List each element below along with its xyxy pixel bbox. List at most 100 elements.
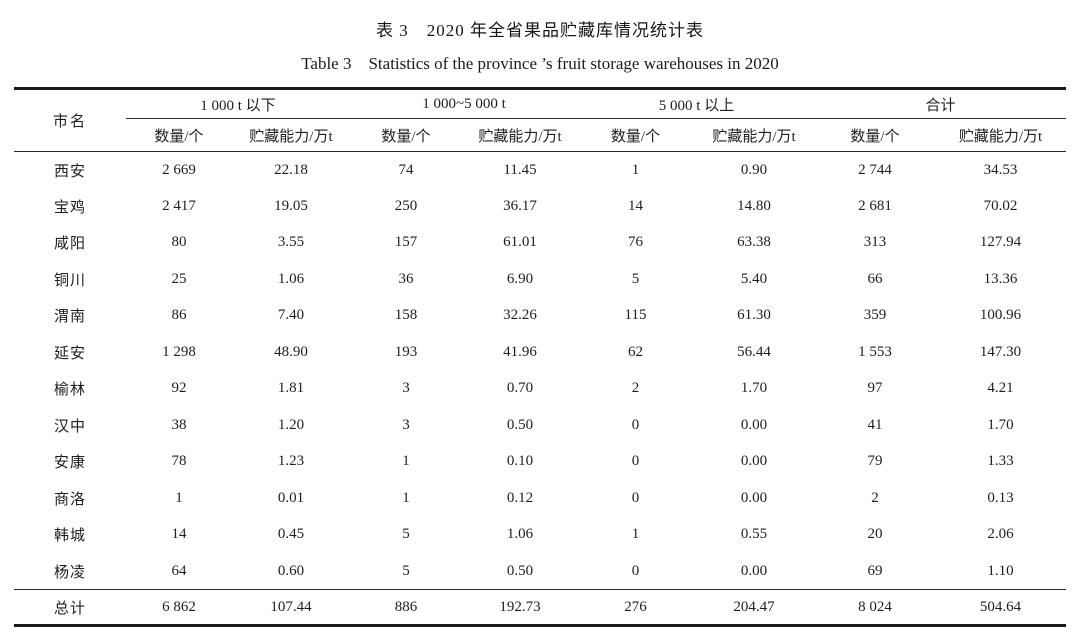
data-cell: 34.53 [983,161,1018,178]
data-cell: 158 [394,307,418,324]
data-cell: 14.80 [737,197,771,214]
group-header-1000-5000t: 1 000~5 000 t [349,88,578,119]
data-cell: 5.40 [740,270,768,287]
data-cell: 74 [398,161,414,178]
column-header-quantity: 数量/个 [125,118,232,152]
fruit-storage-table: 市名 1 000 t 以下 1 000~5 000 t 5 000 t 以上 合… [13,87,1067,627]
data-cell: 193 [394,343,418,360]
data-cell: 115 [624,307,647,324]
data-cell: 32.26 [503,307,537,324]
column-header-capacity: 贮藏能力/万t [935,118,1067,152]
column-header-quantity: 数量/个 [578,118,693,152]
data-cell: 61.01 [503,234,537,251]
data-cell: 2 669 [162,161,196,178]
data-cell: 1.06 [277,270,305,287]
data-cell: 78 [171,453,187,470]
table-caption-en: Table 3 Statistics of the province ’s fr… [301,54,779,73]
data-cell: 41 [867,416,883,433]
table-row: 渭南 86 7.40 158 32.26 115 61.30 359 100.96 [14,298,1066,335]
column-header-city: 市名 [13,88,126,152]
data-cell: 359 [863,307,887,324]
city-cell: 宝鸡 [53,199,86,216]
data-cell: 0.00 [740,453,768,470]
data-cell: 1.70 [740,380,768,397]
data-cell: 157 [394,234,418,251]
data-cell: 1 [175,489,183,506]
total-cell: 107.44 [231,589,350,626]
data-cell: 1 [402,489,410,506]
total-cell: 204.47 [693,589,816,626]
data-cell: 0.70 [506,380,534,397]
column-header-quantity: 数量/个 [815,118,936,152]
table-caption-zh: 表 3 2020 年全省果品贮藏库情况统计表 [376,21,704,40]
total-cell: 504.64 [935,589,1067,626]
data-cell: 76 [628,234,643,251]
data-cell: 5 [631,270,640,287]
data-cell: 127.94 [979,234,1022,251]
city-cell: 咸阳 [53,236,86,253]
data-cell: 70.02 [983,197,1018,214]
data-cell: 1 [631,526,640,543]
data-cell: 2 [631,380,640,397]
total-cell: 276 [578,589,693,626]
table-row: 韩城 14 0.45 5 1.06 1 0.55 20 2.06 [14,517,1066,554]
data-cell: 92 [171,380,187,397]
data-cell: 0 [631,416,640,433]
data-cell: 2 [871,489,879,506]
group-header-row: 市名 1 000 t 以下 1 000~5 000 t 5 000 t 以上 合… [13,88,1067,152]
data-cell: 0.45 [277,526,305,543]
data-cell: 20 [867,526,883,543]
table-row: 商洛 1 0.01 1 0.12 0 0.00 2 0.13 [14,480,1066,517]
data-cell: 6.90 [506,270,534,287]
table-row: 安康 78 1.23 1 0.10 0 0.00 79 1.33 [14,444,1066,481]
data-cell: 5 [402,562,410,579]
data-cell: 66 [867,270,883,287]
data-cell: 14 [628,197,643,214]
data-cell: 38 [171,416,187,433]
data-cell: 7.40 [277,307,305,324]
data-cell: 0.13 [987,489,1014,506]
data-cell: 0 [631,453,640,470]
data-cell: 80 [171,234,187,251]
data-cell: 61.30 [737,307,771,324]
data-cell: 1.23 [277,453,305,470]
column-header-capacity: 贮藏能力/万t [461,118,578,152]
table-row: 汉中 38 1.20 3 0.50 0 0.00 41 1.70 [14,407,1066,444]
data-cell: 2 744 [858,161,892,178]
city-cell: 西安 [53,163,86,180]
data-cell: 100.96 [979,307,1022,324]
column-header-capacity: 贮藏能力/万t [231,118,350,152]
data-cell: 0.12 [506,489,534,506]
data-cell: 0.55 [740,526,768,543]
total-label: 总计 [13,589,126,626]
data-cell: 1 298 [162,343,196,360]
data-cell: 0 [631,562,640,579]
data-cell: 86 [171,307,187,324]
city-cell: 榆林 [53,382,86,399]
data-cell: 1.10 [987,562,1014,579]
data-cell: 1 553 [858,343,892,360]
data-cell: 1 [402,453,410,470]
data-cell: 0.50 [506,416,534,433]
data-cell: 2.06 [987,526,1014,543]
table-row: 西安 2 669 22.18 74 11.45 1 0.90 2 744 34.53 [14,152,1066,189]
data-cell: 0 [631,489,640,506]
group-header-total: 合计 [815,88,1067,119]
city-cell: 安康 [53,455,86,472]
column-header-quantity: 数量/个 [349,118,462,152]
data-cell: 25 [171,270,187,287]
data-cell: 22.18 [274,161,308,178]
table-row: 咸阳 80 3.55 157 61.01 76 63.38 313 127.94 [14,225,1066,262]
city-cell: 铜川 [53,272,86,289]
data-cell: 1.81 [277,380,305,397]
data-cell: 0.60 [277,562,305,579]
sub-header-row: 数量/个 贮藏能力/万t 数量/个 贮藏能力/万t 数量/个 贮藏能力/万t 数… [14,118,1067,152]
table-row: 铜川 25 1.06 36 6.90 5 5.40 66 13.36 [14,261,1066,298]
data-cell: 4.21 [987,380,1014,397]
data-cell: 0.01 [277,489,305,506]
city-cell: 渭南 [53,309,86,326]
data-cell: 1.06 [506,526,534,543]
data-cell: 64 [171,562,187,579]
table-row: 榆林 92 1.81 3 0.70 2 1.70 97 4.21 [14,371,1066,408]
